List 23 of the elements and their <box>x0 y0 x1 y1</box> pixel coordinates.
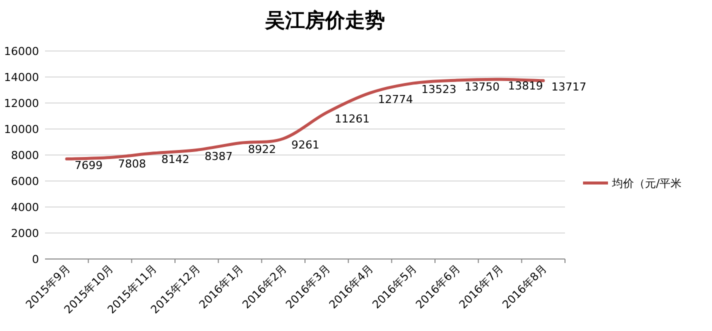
y-tick-label: 12000 <box>4 97 39 110</box>
data-label: 8387 <box>204 150 233 163</box>
data-label: 13523 <box>421 83 456 96</box>
data-label: 13717 <box>551 80 586 94</box>
data-label: 13750 <box>464 80 500 94</box>
y-tick-label: 16000 <box>4 45 39 58</box>
legend-label: 均价（元/平米 <box>611 177 682 190</box>
y-tick-label: 10000 <box>4 123 39 136</box>
data-label: 11261 <box>334 112 370 126</box>
y-tick-label: 2000 <box>11 227 39 240</box>
y-tick-label: 4000 <box>11 201 39 214</box>
data-label: 8142 <box>161 153 190 166</box>
y-tick-label: 6000 <box>11 175 39 188</box>
y-tick-label: 0 <box>32 253 39 266</box>
data-label: 8922 <box>248 143 276 156</box>
y-tick-label: 14000 <box>4 71 39 84</box>
chart-title: 吴江房价走势 <box>264 9 385 32</box>
data-label: 7699 <box>74 158 103 172</box>
data-label: 7808 <box>118 157 146 170</box>
y-tick-label: 8000 <box>11 149 39 162</box>
data-label: 13819 <box>508 79 543 92</box>
data-label: 9261 <box>291 138 320 152</box>
data-label: 12774 <box>378 92 413 106</box>
